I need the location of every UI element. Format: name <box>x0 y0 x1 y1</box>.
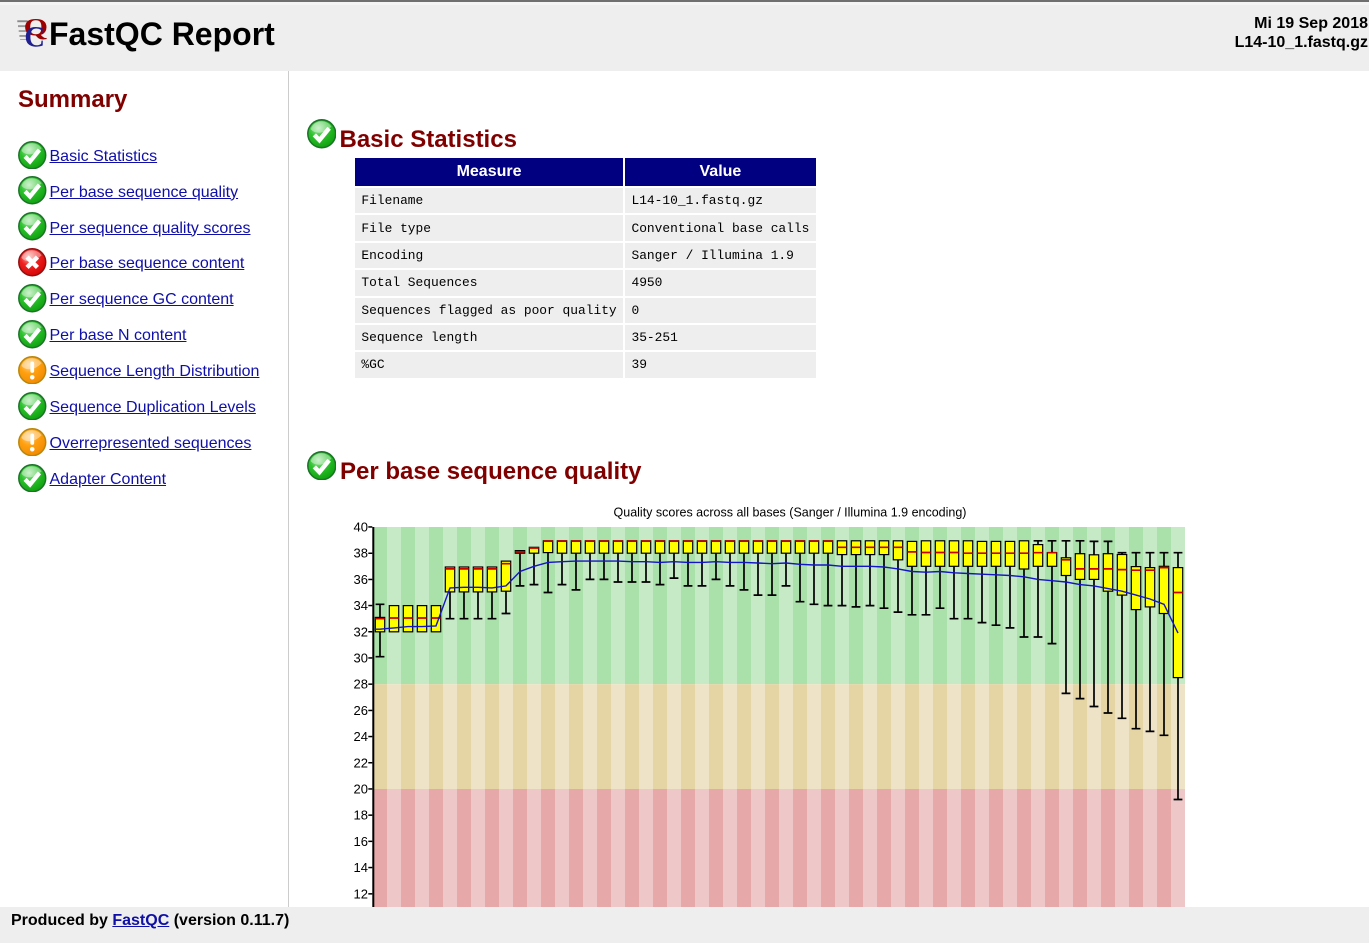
svg-text:26: 26 <box>354 703 368 718</box>
svg-text:36: 36 <box>354 572 368 587</box>
svg-text:20: 20 <box>354 782 368 797</box>
svg-text:28: 28 <box>354 677 368 692</box>
svg-text:32: 32 <box>354 624 368 639</box>
svg-text:C: C <box>24 21 45 52</box>
svg-text:Quality scores across all base: Quality scores across all bases (Sanger … <box>614 506 967 520</box>
svg-text:38: 38 <box>354 546 368 561</box>
svg-text:18: 18 <box>354 808 368 823</box>
svg-text:34: 34 <box>354 598 368 613</box>
svg-text:30: 30 <box>354 651 368 666</box>
svg-text:12: 12 <box>354 886 368 901</box>
svg-text:14: 14 <box>354 860 368 875</box>
svg-text:24: 24 <box>354 729 368 744</box>
svg-text:40: 40 <box>354 520 368 535</box>
svg-text:22: 22 <box>354 755 368 770</box>
svg-text:16: 16 <box>354 834 368 849</box>
svg-text:Q: Q <box>24 14 48 41</box>
